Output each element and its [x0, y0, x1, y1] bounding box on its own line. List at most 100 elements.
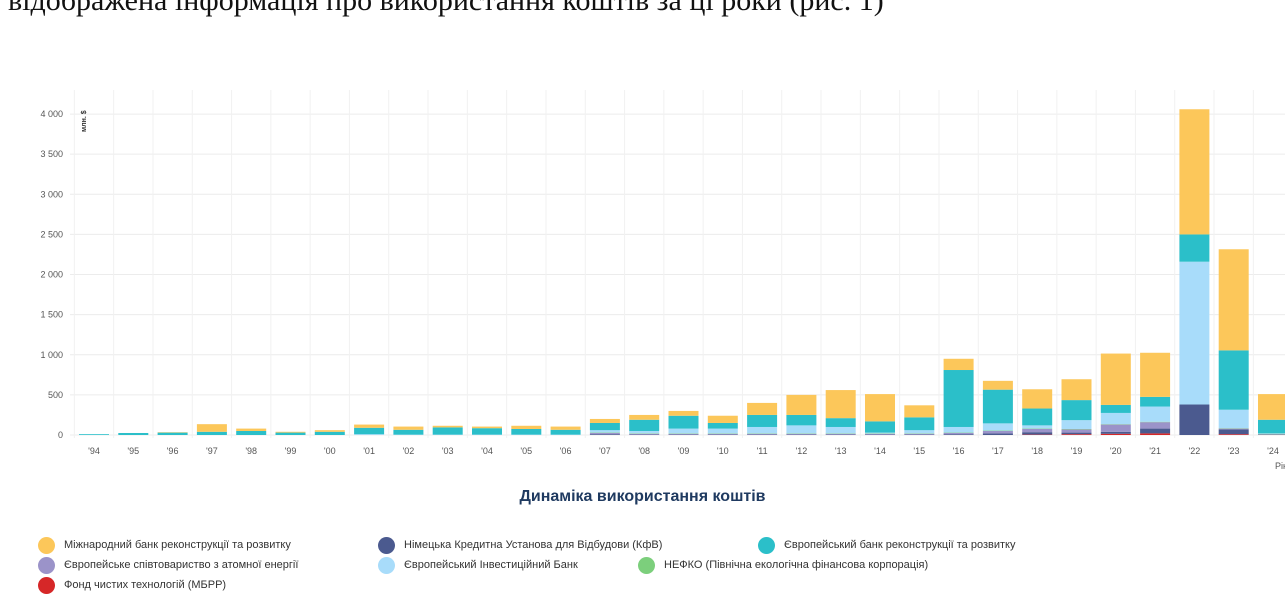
bar-segment — [1022, 389, 1052, 408]
bar-segment — [276, 433, 306, 435]
bar-segment — [1022, 429, 1052, 432]
bar-segment — [1179, 405, 1209, 435]
bar-segment — [629, 420, 659, 431]
bar-segment — [1140, 433, 1170, 435]
bar-segment — [865, 433, 895, 434]
bar-segment — [904, 417, 934, 430]
bar-segment — [944, 359, 974, 370]
legend-swatch — [38, 557, 55, 574]
x-tick-label: '12 — [796, 446, 808, 456]
bar-segment — [708, 416, 738, 423]
x-tick-label: '03 — [442, 446, 454, 456]
bar-segment — [1179, 234, 1209, 261]
bar-segment — [1140, 429, 1170, 434]
legend-item-eib[interactable]: Європейський Інвестиційний Банк — [378, 557, 638, 574]
bar-segment — [669, 429, 699, 434]
y-tick-label: 2 000 — [40, 270, 63, 280]
bar-segment — [1101, 434, 1131, 435]
x-tick-label: '13 — [835, 446, 847, 456]
x-tick-label: '97 — [206, 446, 218, 456]
legend-label: Європейське співтовариство з атомної ене… — [64, 559, 298, 571]
legend-item-ebrd[interactable]: Європейський банк реконструкції та розви… — [758, 537, 1015, 554]
bar-segment — [865, 421, 895, 432]
x-tick-label: '02 — [403, 446, 415, 456]
bar-segment — [511, 429, 541, 435]
bar-segment — [944, 370, 974, 427]
bar-segment — [1062, 400, 1092, 420]
bar-segment — [433, 427, 463, 434]
bar-segment — [629, 434, 659, 435]
bar-segment — [629, 431, 659, 433]
legend-label: Європейський банк реконструкції та розви… — [784, 539, 1015, 551]
x-tick-label: '21 — [1149, 446, 1161, 456]
bar-segment — [1219, 410, 1249, 428]
bar-segment — [826, 434, 856, 435]
bar-segment — [904, 405, 934, 417]
bar-segment — [590, 430, 620, 432]
bar-segment — [708, 429, 738, 434]
x-tick-label: '11 — [757, 446, 768, 456]
bar-segment — [354, 428, 384, 434]
x-tick-label: '23 — [1228, 446, 1240, 456]
legend-label: НЕФКО (Північна екологічна фінансова кор… — [664, 559, 928, 571]
legend-swatch — [638, 557, 655, 574]
bar-segment — [315, 430, 345, 432]
bar-segment — [1062, 434, 1092, 435]
y-tick-label: 4 000 — [40, 109, 63, 119]
legend-swatch — [38, 537, 55, 554]
x-tick-label: '00 — [324, 446, 336, 456]
x-tick-label: '99 — [285, 446, 297, 456]
bar-segment — [944, 434, 974, 435]
bar-segment — [315, 432, 345, 435]
bar-segment — [1101, 413, 1131, 424]
bar-segment — [629, 415, 659, 420]
bar-segment — [1258, 420, 1285, 434]
bar-segment — [197, 432, 227, 435]
bar-segment — [865, 394, 895, 421]
legend-row: Європейське співтовариство з атомної ене… — [38, 555, 1283, 575]
chart-legend: Міжнародний банк реконструкції та розвит… — [38, 535, 1283, 595]
bar-segment — [158, 433, 188, 435]
x-tick-label: '18 — [1031, 446, 1043, 456]
x-tick-label: '08 — [638, 446, 650, 456]
bar-segment — [983, 390, 1013, 424]
bar-segment — [1219, 350, 1249, 409]
bar-segment — [669, 416, 699, 429]
bar-segment — [118, 433, 148, 435]
chart-title: Динаміка використання коштів — [0, 488, 1285, 506]
bar-segment — [747, 427, 777, 433]
legend-item-kfw[interactable]: Німецька Кредитна Установа для Відбудови… — [378, 537, 758, 554]
bar-segment — [983, 381, 1013, 390]
x-tick-label: '95 — [127, 446, 139, 456]
bar-segment — [472, 427, 502, 429]
bar-segment — [1101, 432, 1131, 434]
bar-segment — [826, 418, 856, 427]
bar-segment — [393, 430, 423, 435]
bar-segment — [983, 423, 1013, 430]
legend-label: Європейський Інвестиційний Банк — [404, 559, 578, 571]
bar-segment — [747, 403, 777, 415]
bar-segment — [1140, 422, 1170, 428]
bar-segment — [236, 431, 266, 435]
legend-swatch — [758, 537, 775, 554]
legend-label: Німецька Кредитна Установа для Відбудови… — [404, 539, 662, 551]
bar-segment — [786, 425, 816, 433]
bar-segment — [590, 433, 620, 434]
bar-segment — [1022, 425, 1052, 428]
bar-segment — [197, 424, 227, 432]
legend-item-ibrd[interactable]: Міжнародний банк реконструкції та розвит… — [38, 537, 378, 554]
bar-segment — [786, 395, 816, 415]
bar-segment — [1219, 429, 1249, 434]
legend-item-nefco[interactable]: НЕФКО (Північна екологічна фінансова кор… — [638, 557, 928, 574]
bar-segment — [786, 415, 816, 425]
bar-segment — [1101, 354, 1131, 405]
bar-segment — [1062, 379, 1092, 400]
legend-item-euratom[interactable]: Європейське співтовариство з атомної ене… — [38, 557, 378, 574]
bar-segment — [826, 390, 856, 418]
bar-segment — [904, 434, 934, 435]
x-axis-label: Рік — [1275, 461, 1285, 471]
legend-swatch — [378, 537, 395, 554]
bar-segment — [590, 423, 620, 430]
x-tick-label: '15 — [913, 446, 925, 456]
